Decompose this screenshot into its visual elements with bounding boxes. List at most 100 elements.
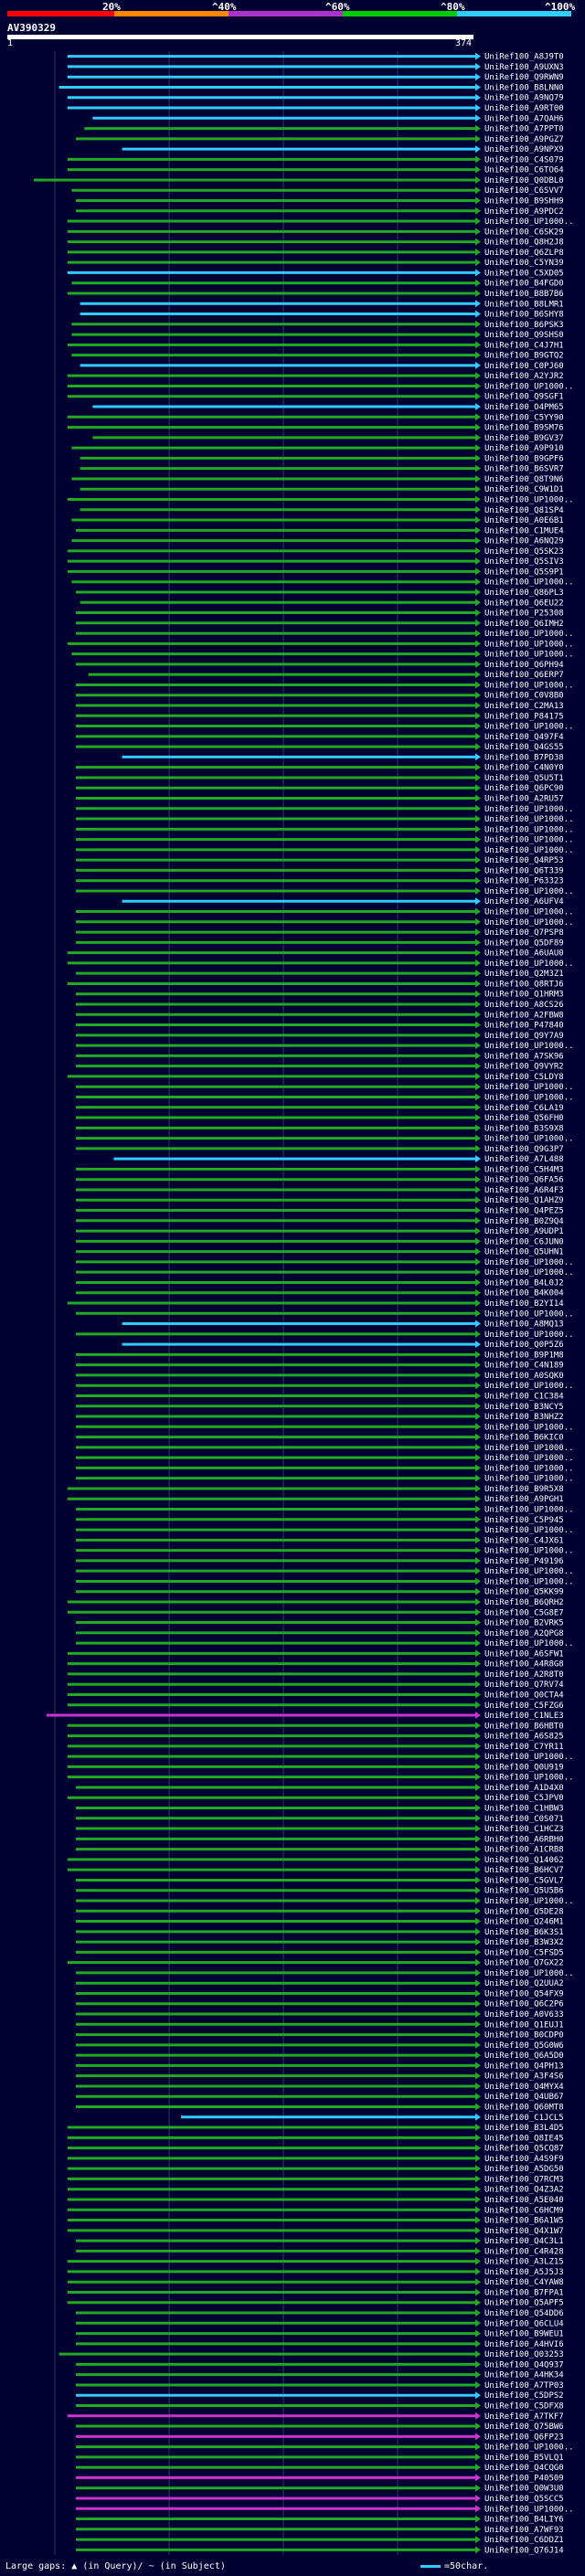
hit-label[interactable]: UniRef100_UP1000.. bbox=[484, 1475, 574, 1484]
hit-label[interactable]: UniRef100_UP1000.. bbox=[484, 1083, 574, 1092]
hit-label[interactable]: UniRef100_C1C384 bbox=[484, 1392, 564, 1401]
hit-label[interactable]: UniRef100_UP1000.. bbox=[484, 1506, 574, 1515]
hit-label[interactable]: UniRef100_C1JCL5 bbox=[484, 2114, 564, 2123]
hit-label[interactable]: UniRef100_Q1EUJ1 bbox=[484, 2020, 564, 2030]
hit-label[interactable]: UniRef100_Q0P5Z6 bbox=[484, 1341, 564, 1350]
hit-label[interactable]: UniRef100_B4FGD0 bbox=[484, 280, 564, 289]
hit-label[interactable]: UniRef100_Q5APF5 bbox=[484, 2299, 564, 2308]
hit-label[interactable]: UniRef100_UP1000.. bbox=[484, 908, 574, 917]
hit-label[interactable]: UniRef100_UP1000.. bbox=[484, 1639, 574, 1648]
hit-label[interactable]: UniRef100_C9W1D1 bbox=[484, 485, 564, 494]
hit-label[interactable]: UniRef100_B7PD38 bbox=[484, 753, 564, 762]
hit-label[interactable]: UniRef100_Q9SGF1 bbox=[484, 393, 564, 402]
hit-label[interactable]: UniRef100_Q6T339 bbox=[484, 866, 564, 875]
hit-label[interactable]: UniRef100_UP1000.. bbox=[484, 2443, 574, 2453]
hit-label[interactable]: UniRef100_C4N189 bbox=[484, 1362, 564, 1371]
hit-label[interactable]: UniRef100_B8LNN0 bbox=[484, 83, 564, 92]
hit-label[interactable]: UniRef100_Q4CQG0 bbox=[484, 2464, 564, 2473]
hit-label[interactable]: UniRef100_A2RU57 bbox=[484, 794, 564, 803]
hit-label[interactable]: UniRef100_A2FBW8 bbox=[484, 1011, 564, 1020]
hit-label[interactable]: UniRef100_Q5G0W6 bbox=[484, 2041, 564, 2051]
hit-label[interactable]: UniRef100_A8J9T0 bbox=[484, 53, 564, 62]
hit-label[interactable]: UniRef100_Q246M1 bbox=[484, 1918, 564, 1927]
hit-label[interactable]: UniRef100_B6K3S1 bbox=[484, 1928, 564, 1937]
hit-label[interactable]: UniRef100_UP1000.. bbox=[484, 959, 574, 969]
hit-label[interactable]: UniRef100_Q4RP53 bbox=[484, 856, 564, 865]
hit-label[interactable]: UniRef100_A6SFW1 bbox=[484, 1649, 564, 1659]
hit-label[interactable]: UniRef100_C5FSD5 bbox=[484, 1948, 564, 1957]
hit-label[interactable]: UniRef100_UP1000.. bbox=[484, 1268, 574, 1277]
hit-label[interactable]: UniRef100_Q4Q937 bbox=[484, 2360, 564, 2369]
hit-label[interactable]: UniRef100_UP1000.. bbox=[484, 1258, 574, 1267]
hit-label[interactable]: UniRef100_C6SK29 bbox=[484, 228, 564, 237]
hit-label[interactable]: UniRef100_Q6FP23 bbox=[484, 2433, 564, 2442]
hit-label[interactable]: UniRef100_UP1000.. bbox=[484, 1753, 574, 1762]
hit-label[interactable]: UniRef100_B6A1W5 bbox=[484, 2217, 564, 2226]
hit-label[interactable]: UniRef100_Q86PL3 bbox=[484, 588, 564, 598]
hit-label[interactable]: UniRef100_A8MQ13 bbox=[484, 1320, 564, 1330]
hit-label[interactable]: UniRef100_Q81SP4 bbox=[484, 506, 564, 515]
hit-label[interactable]: UniRef100_Q4GS55 bbox=[484, 743, 564, 752]
hit-label[interactable]: UniRef100_B2YI14 bbox=[484, 1299, 564, 1309]
hit-label[interactable]: UniRef100_B0CDP0 bbox=[484, 2031, 564, 2041]
hit-label[interactable]: UniRef100_UP1000.. bbox=[484, 681, 574, 690]
hit-label[interactable]: UniRef100_Q7RV74 bbox=[484, 1680, 564, 1690]
hit-label[interactable]: UniRef100_C4J7H1 bbox=[484, 341, 564, 350]
hit-label[interactable]: UniRef100_A6RBH0 bbox=[484, 1835, 564, 1844]
hit-label[interactable]: UniRef100_Q6C2P6 bbox=[484, 2000, 564, 2009]
hit-label[interactable]: UniRef100_UP1000.. bbox=[484, 1423, 574, 1432]
hit-label[interactable]: UniRef100_UP1000.. bbox=[484, 1330, 574, 1340]
hit-label[interactable]: UniRef100_UP1000.. bbox=[484, 495, 574, 504]
hit-label[interactable]: UniRef100_A2R8T0 bbox=[484, 1670, 564, 1680]
hit-label[interactable]: UniRef100_Q0W3U0 bbox=[484, 2485, 564, 2494]
hit-label[interactable]: UniRef100_A9PDC2 bbox=[484, 207, 564, 217]
hit-label[interactable]: UniRef100_B6HCV7 bbox=[484, 1866, 564, 1875]
hit-label[interactable]: UniRef100_C2MA13 bbox=[484, 702, 564, 711]
hit-label[interactable]: UniRef100_C7YR11 bbox=[484, 1743, 564, 1752]
hit-label[interactable]: UniRef100_B7FPA1 bbox=[484, 2288, 564, 2297]
hit-label[interactable]: UniRef100_A5DG50 bbox=[484, 2165, 564, 2174]
hit-label[interactable]: UniRef100_UP1000.. bbox=[484, 382, 574, 391]
hit-label[interactable]: UniRef100_B9R5X8 bbox=[484, 1485, 564, 1494]
hit-label[interactable]: UniRef100_B6KIC0 bbox=[484, 1434, 564, 1443]
hit-label[interactable]: UniRef100_UP1000.. bbox=[484, 1309, 574, 1319]
hit-label[interactable]: UniRef100_UP1000.. bbox=[484, 640, 574, 649]
hit-label[interactable]: UniRef100_C5YY90 bbox=[484, 413, 564, 422]
hit-label[interactable]: UniRef100_C4R428 bbox=[484, 2247, 564, 2256]
hit-label[interactable]: UniRef100_UP1000.. bbox=[484, 1526, 574, 1535]
hit-label[interactable]: UniRef100_Q5U5B6 bbox=[484, 1887, 564, 1896]
hit-label[interactable]: UniRef100_B6QRH2 bbox=[484, 1598, 564, 1607]
hit-label[interactable]: UniRef100_UP1000.. bbox=[484, 1577, 574, 1586]
hit-label[interactable]: UniRef100_Q4X1W7 bbox=[484, 2227, 564, 2236]
hit-label[interactable]: UniRef100_Q9SHS0 bbox=[484, 331, 564, 340]
hit-label[interactable]: UniRef100_Q9Y7A9 bbox=[484, 1032, 564, 1041]
hit-label[interactable]: UniRef100_Q5DF89 bbox=[484, 938, 564, 948]
hit-label[interactable]: UniRef100_B6PSK3 bbox=[484, 321, 564, 330]
hit-label[interactable]: UniRef100_C5FZG6 bbox=[484, 1701, 564, 1711]
hit-label[interactable]: UniRef100_A0E6B1 bbox=[484, 516, 564, 525]
hit-label[interactable]: UniRef100_C5G8E7 bbox=[484, 1608, 564, 1617]
hit-label[interactable]: UniRef100_Q2UUA2 bbox=[484, 1979, 564, 1988]
hit-label[interactable]: UniRef100_C1MUE4 bbox=[484, 526, 564, 535]
hit-label[interactable]: UniRef100_A7PPT0 bbox=[484, 125, 564, 134]
hit-label[interactable]: UniRef100_C5LDY8 bbox=[484, 1073, 564, 1082]
hit-label[interactable]: UniRef100_UP1000.. bbox=[484, 1444, 574, 1453]
hit-label[interactable]: UniRef100_Q4Z3A2 bbox=[484, 2186, 564, 2195]
hit-label[interactable]: UniRef100_B3W3X2 bbox=[484, 1938, 564, 1947]
hit-label[interactable]: UniRef100_P40509 bbox=[484, 2474, 564, 2483]
hit-label[interactable]: UniRef100_UP1000.. bbox=[484, 1774, 574, 1783]
hit-label[interactable]: UniRef100_Q6CLU4 bbox=[484, 2319, 564, 2328]
hit-label[interactable]: UniRef100_A0V633 bbox=[484, 2010, 564, 2019]
hit-label[interactable]: UniRef100_B9WEU1 bbox=[484, 2330, 564, 2339]
hit-label[interactable]: UniRef100_C6SVV7 bbox=[484, 186, 564, 196]
hit-label[interactable]: UniRef100_Q8RTJ6 bbox=[484, 980, 564, 989]
hit-label[interactable]: UniRef100_C1HBW3 bbox=[484, 1805, 564, 1814]
hit-label[interactable]: UniRef100_A0SQK0 bbox=[484, 1372, 564, 1381]
hit-label[interactable]: UniRef100_Q5SK23 bbox=[484, 547, 564, 557]
hit-label[interactable]: UniRef100_Q8IE45 bbox=[484, 2134, 564, 2143]
hit-label[interactable]: UniRef100_C6TO64 bbox=[484, 166, 564, 175]
hit-label[interactable]: UniRef100_Q6FA56 bbox=[484, 1176, 564, 1185]
hit-label[interactable]: UniRef100_Q6A5D0 bbox=[484, 2051, 564, 2061]
hit-label[interactable]: UniRef100_C4S079 bbox=[484, 155, 564, 164]
hit-label[interactable]: UniRef100_UP1000.. bbox=[484, 887, 574, 896]
